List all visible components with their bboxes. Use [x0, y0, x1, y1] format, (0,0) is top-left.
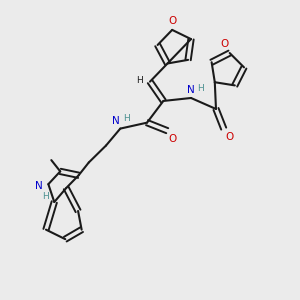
Text: H: H	[123, 114, 130, 123]
Text: O: O	[169, 134, 177, 144]
Text: N: N	[187, 85, 195, 95]
Text: H: H	[198, 84, 204, 93]
Text: H: H	[136, 76, 142, 85]
Text: H: H	[42, 192, 49, 201]
Text: N: N	[112, 116, 120, 126]
Text: O: O	[220, 40, 228, 50]
Text: O: O	[168, 16, 176, 26]
Text: O: O	[225, 132, 233, 142]
Text: N: N	[35, 181, 43, 191]
